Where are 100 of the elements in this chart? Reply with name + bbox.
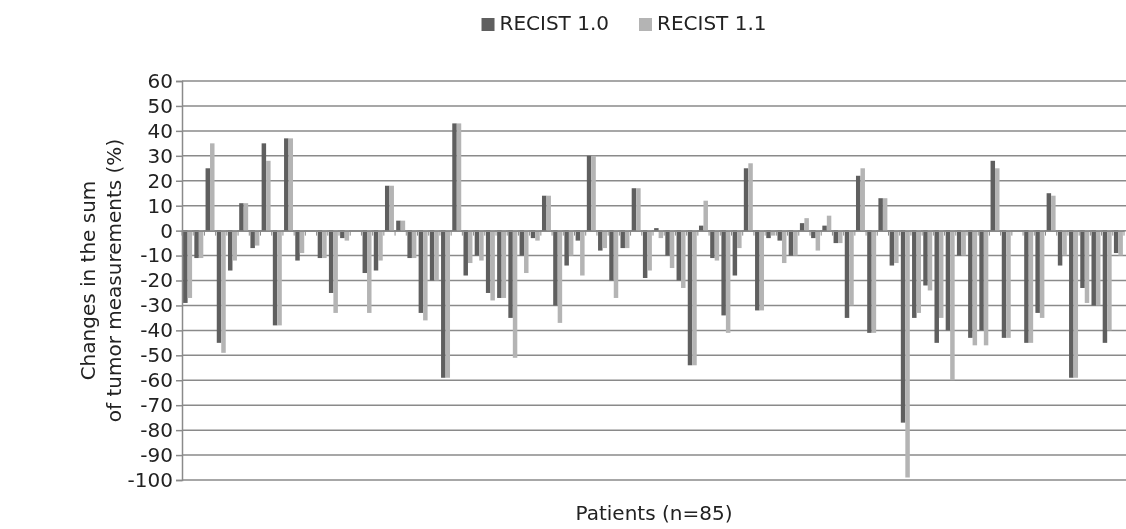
bar [703, 200, 708, 231]
bar [497, 230, 502, 298]
bar [788, 230, 794, 256]
bar [860, 168, 865, 231]
bar [793, 230, 798, 256]
bar [1107, 230, 1112, 331]
bar [535, 230, 540, 241]
bar [687, 230, 693, 366]
bar [1057, 230, 1063, 266]
bar [1051, 195, 1056, 231]
bar [968, 230, 973, 338]
bar [194, 230, 199, 259]
bar [748, 163, 753, 231]
bar [568, 230, 574, 256]
bar [642, 230, 648, 279]
bar [1039, 230, 1045, 318]
bar [463, 230, 468, 276]
bar [501, 230, 507, 298]
y-tick-label: -70 [140, 393, 173, 418]
bar [423, 230, 428, 321]
y-tick-label: -50 [140, 343, 173, 368]
bar [916, 230, 922, 313]
y-tick-label: -10 [140, 243, 173, 268]
y-tick-label: -100 [127, 467, 173, 492]
bar [557, 230, 563, 323]
legend-label: RECIST 1.0 [499, 11, 609, 35]
bar [613, 230, 619, 298]
y-tick-label: 0 [160, 218, 173, 243]
bar [777, 230, 782, 241]
bar [479, 230, 484, 261]
bar [620, 230, 625, 249]
bar [1084, 230, 1090, 303]
bar [714, 230, 720, 261]
bar [221, 230, 226, 353]
bar [389, 185, 394, 231]
bar [979, 230, 984, 331]
bar [1028, 230, 1034, 343]
bar [871, 230, 877, 333]
bar [647, 230, 652, 271]
bar [732, 230, 738, 276]
bar [277, 230, 282, 326]
bar [849, 230, 854, 306]
bar [725, 230, 731, 333]
bar [452, 123, 457, 231]
bar [1069, 230, 1074, 378]
bar [210, 143, 215, 231]
bar [1080, 230, 1085, 288]
bar [564, 230, 569, 266]
bar [284, 138, 289, 231]
bar [934, 230, 939, 343]
bar [945, 230, 951, 331]
bar [822, 225, 827, 231]
bar [983, 230, 989, 346]
bar [546, 195, 551, 231]
bar [445, 230, 451, 378]
bar [681, 230, 686, 288]
bar [755, 230, 760, 311]
bar [524, 230, 529, 274]
y-tick-label: 40 [147, 118, 173, 143]
bar [519, 230, 525, 256]
y-tick-label: 60 [147, 68, 173, 93]
bar [1035, 230, 1040, 313]
bar [407, 230, 412, 259]
bar [1006, 230, 1011, 338]
bar [1091, 230, 1096, 306]
bar [1001, 230, 1007, 338]
x-axis-title: Patients (n=85) [575, 501, 733, 525]
bar [878, 198, 883, 231]
bar [923, 230, 928, 286]
bar [232, 230, 237, 261]
bar [781, 230, 787, 264]
bar [867, 230, 872, 333]
bar [187, 230, 193, 298]
y-axis-title: Changes in the sum of tumor measurements (%) [76, 138, 126, 423]
bar [654, 228, 659, 231]
bar [956, 230, 962, 256]
bar [961, 230, 966, 256]
bar [591, 155, 596, 231]
bar [512, 230, 518, 358]
bar [227, 230, 233, 271]
bar [759, 230, 765, 311]
bar [508, 230, 513, 318]
bar [710, 230, 715, 259]
bar [804, 218, 809, 231]
bar [1118, 230, 1123, 256]
y-tick-label: -80 [140, 418, 173, 443]
bar [441, 230, 446, 378]
y-tick-label: -20 [140, 268, 173, 293]
bar [905, 230, 910, 478]
bar [553, 230, 558, 306]
bar [367, 230, 372, 313]
bar [266, 160, 271, 231]
bar [295, 230, 300, 261]
bar [636, 188, 641, 231]
bar [333, 230, 338, 313]
y-tick-label: -40 [140, 318, 173, 343]
bar [676, 230, 682, 281]
bar [938, 230, 944, 318]
bar [183, 230, 188, 303]
bar [580, 230, 585, 276]
